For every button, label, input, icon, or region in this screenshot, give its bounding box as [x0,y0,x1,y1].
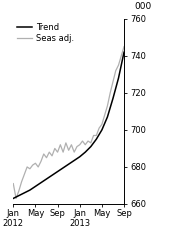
Legend: Trend, Seas adj.: Trend, Seas adj. [17,23,74,43]
Text: 000: 000 [134,3,151,12]
